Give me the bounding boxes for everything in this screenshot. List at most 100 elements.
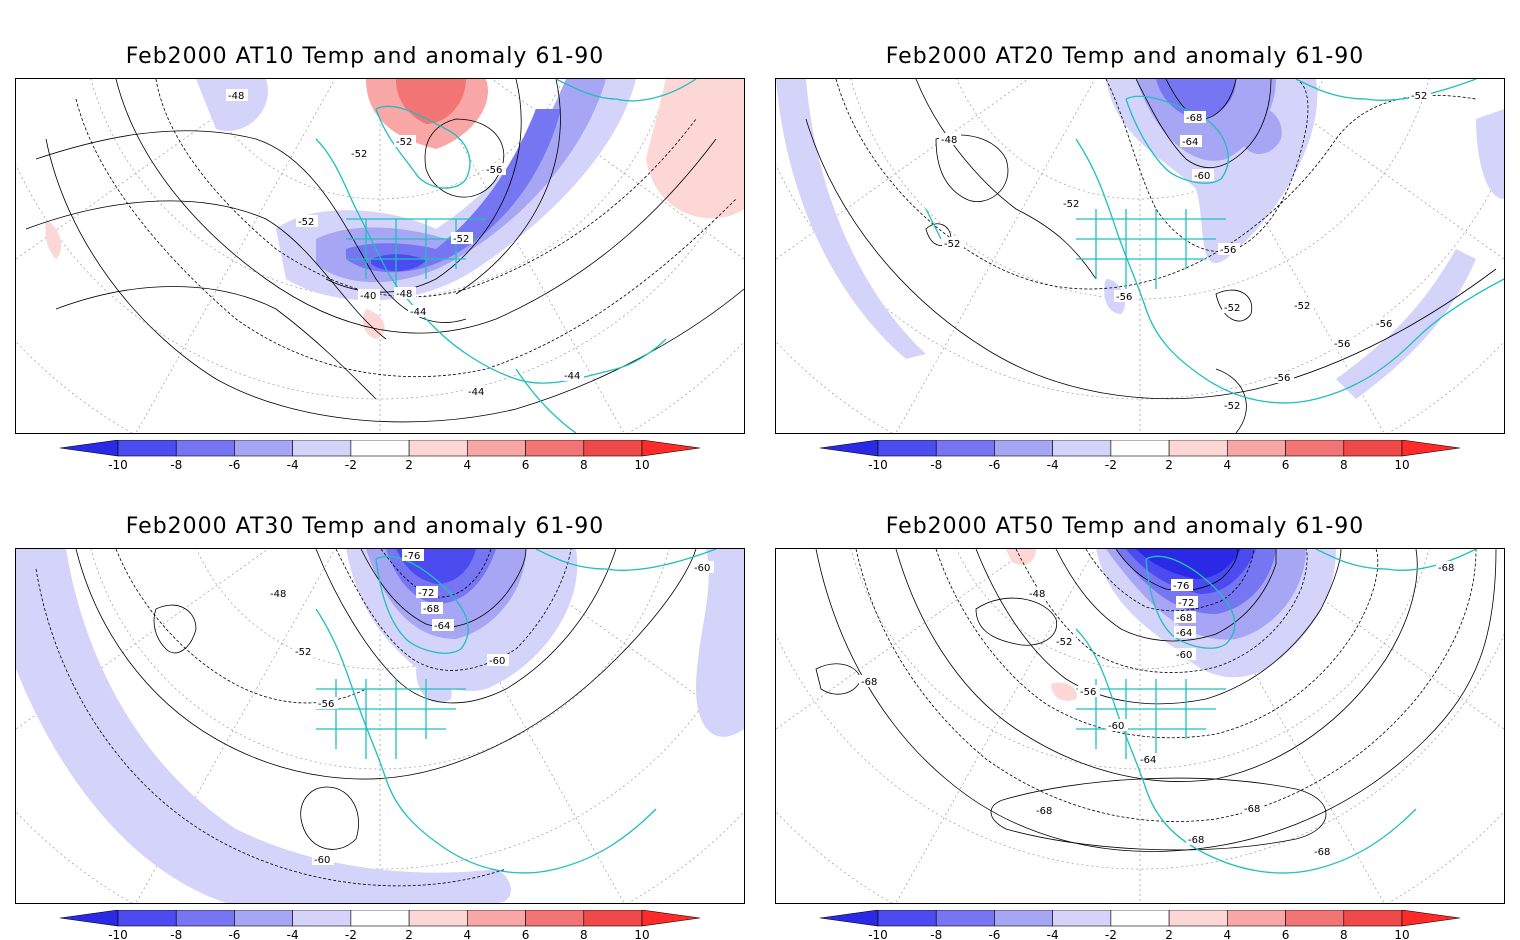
colorbar-tick-label: 4 (1224, 928, 1232, 940)
colorbar-box (1168, 910, 1228, 927)
colorbar-tick-label: 4 (464, 458, 472, 470)
coastlines (925, 79, 1504, 404)
colorbar-tick-label: -4 (287, 928, 299, 940)
graticule (776, 79, 1504, 433)
colorbar-tick-label: -2 (345, 458, 357, 470)
contour-label: -48 (939, 133, 961, 146)
map-at50: -76 -72 -68 -64 -60 -48 -52 -56 -60 -64 … (775, 548, 1505, 904)
colorbar-box (525, 440, 585, 457)
colorbar-arrow-low (59, 910, 119, 927)
svg-text:-48: -48 (1029, 589, 1045, 600)
contour-label: -68 (421, 602, 443, 615)
contour-label: -56 (1114, 290, 1136, 303)
contour-label: -68 (1436, 561, 1458, 574)
svg-text:-72: -72 (418, 588, 434, 599)
colorbar-box (877, 910, 937, 927)
colorbar-tick-label: 10 (1394, 458, 1409, 470)
svg-text:-52: -52 (1224, 401, 1240, 412)
colorbar-box (1052, 440, 1112, 457)
colorbar-box (994, 440, 1053, 457)
contour-label: -48 (394, 287, 416, 300)
panel-at10: Feb2000 AT10 Temp and anomaly 61-90 (0, 0, 760, 470)
colorbar: -10 -8 -6 -4 -2 2 4 6 8 10 (819, 440, 1461, 470)
svg-text:-56: -56 (1116, 292, 1132, 303)
svg-text:-52: -52 (453, 234, 469, 245)
svg-text:-44: -44 (468, 387, 484, 398)
colorbar-arrow-high (641, 910, 701, 927)
contour-label: -52 (293, 645, 315, 658)
contour-label: -64 (1180, 135, 1202, 148)
contour-label: -72 (416, 586, 438, 599)
colorbar-box (583, 910, 643, 927)
colorbar-tick-label: -8 (170, 458, 182, 470)
svg-text:-52: -52 (295, 647, 311, 658)
contour-label: -68 (1242, 802, 1264, 815)
colorbar-tick-label: -6 (988, 458, 1000, 470)
svg-text:-48: -48 (270, 589, 286, 600)
contour-labels: -76 -72 -68 -64 -60 -48 -52 -56 -60 -64 … (859, 561, 1458, 858)
contour-label: -48 (268, 587, 290, 600)
svg-text:-52: -52 (1056, 637, 1072, 648)
contour-label: -60 (1174, 648, 1196, 661)
contour-label: -64 (1138, 753, 1160, 766)
colorbar-box (1343, 910, 1403, 927)
svg-text:-52: -52 (1224, 303, 1240, 314)
coastlines (1075, 549, 1477, 874)
colorbar-box (292, 440, 352, 457)
contour-label: -68 (1184, 111, 1206, 124)
contour-label: -56 (1078, 685, 1100, 698)
svg-text:-68: -68 (1176, 613, 1192, 624)
colorbar-arrow-low (819, 440, 879, 457)
colorbar-box (1110, 910, 1170, 927)
colorbar-box (1285, 910, 1345, 927)
colorbar-tick-label: 2 (405, 458, 413, 470)
svg-text:-68: -68 (1036, 806, 1052, 817)
contour-label: -40 (358, 289, 380, 302)
colorbar-tick-label: 10 (634, 928, 649, 940)
colorbar-tick-label: -8 (930, 458, 942, 470)
colorbar-tick-label: -10 (868, 928, 888, 940)
svg-text:-68: -68 (1186, 113, 1202, 124)
colorbar-tick-label: 8 (580, 458, 588, 470)
colorbar-tick-label: -8 (170, 928, 182, 940)
colorbar-box (583, 440, 643, 457)
colorbar-tick-label: 4 (1224, 458, 1232, 470)
svg-text:-52: -52 (944, 239, 960, 250)
colorbar-tick-label: -6 (228, 458, 240, 470)
colorbar-box (1110, 440, 1170, 457)
colorbar-tick-label: -10 (868, 458, 888, 470)
colorbar-box (350, 910, 410, 927)
contour-label: -64 (432, 619, 454, 632)
panel-title: Feb2000 AT30 Temp and anomaly 61-90 (125, 514, 605, 539)
svg-text:-52: -52 (1411, 91, 1427, 102)
colorbar-arrow-low (819, 910, 879, 927)
svg-text:-48: -48 (228, 91, 244, 102)
contour-label: -52 (394, 135, 416, 148)
contour-label: -56 (1374, 317, 1396, 330)
colorbar-tick-label: 2 (405, 928, 413, 940)
colorbar-tick-label: 10 (1394, 928, 1409, 940)
colorbar-tick-label: 8 (1340, 458, 1348, 470)
contour-label: -60 (1106, 719, 1128, 732)
colorbar-tick-label: -4 (287, 458, 299, 470)
contour-label: -52 (296, 215, 318, 228)
colorbar-tick-label: -2 (1105, 928, 1117, 940)
colorbar-tick-label: -10 (108, 928, 128, 940)
anomaly-fills (16, 549, 744, 903)
colorbar-box (292, 910, 352, 927)
contour-label: -68 (1034, 804, 1056, 817)
contour-label: -60 (1192, 169, 1214, 182)
svg-text:-48: -48 (396, 289, 412, 300)
colorbar: -10 -8 -6 -4 -2 2 4 6 8 10 (59, 910, 701, 940)
map-at10: -48 -52 -52 -56 -52 -52 -40 -48 -44 -44 … (15, 78, 745, 434)
svg-text:-52: -52 (298, 217, 314, 228)
contour-labels: -76 -72 -68 -64 -48 -52 -56 -60 -60 -60 (268, 549, 714, 866)
svg-text:-64: -64 (434, 621, 450, 632)
svg-text:-64: -64 (1176, 628, 1192, 639)
contour-label: -52 (1061, 197, 1083, 210)
svg-text:-48: -48 (941, 135, 957, 146)
svg-text:-52: -52 (1294, 301, 1310, 312)
panel-title: Feb2000 AT20 Temp and anomaly 61-90 (885, 44, 1365, 69)
svg-text:-40: -40 (360, 291, 376, 302)
contour-label: -68 (1186, 833, 1208, 846)
